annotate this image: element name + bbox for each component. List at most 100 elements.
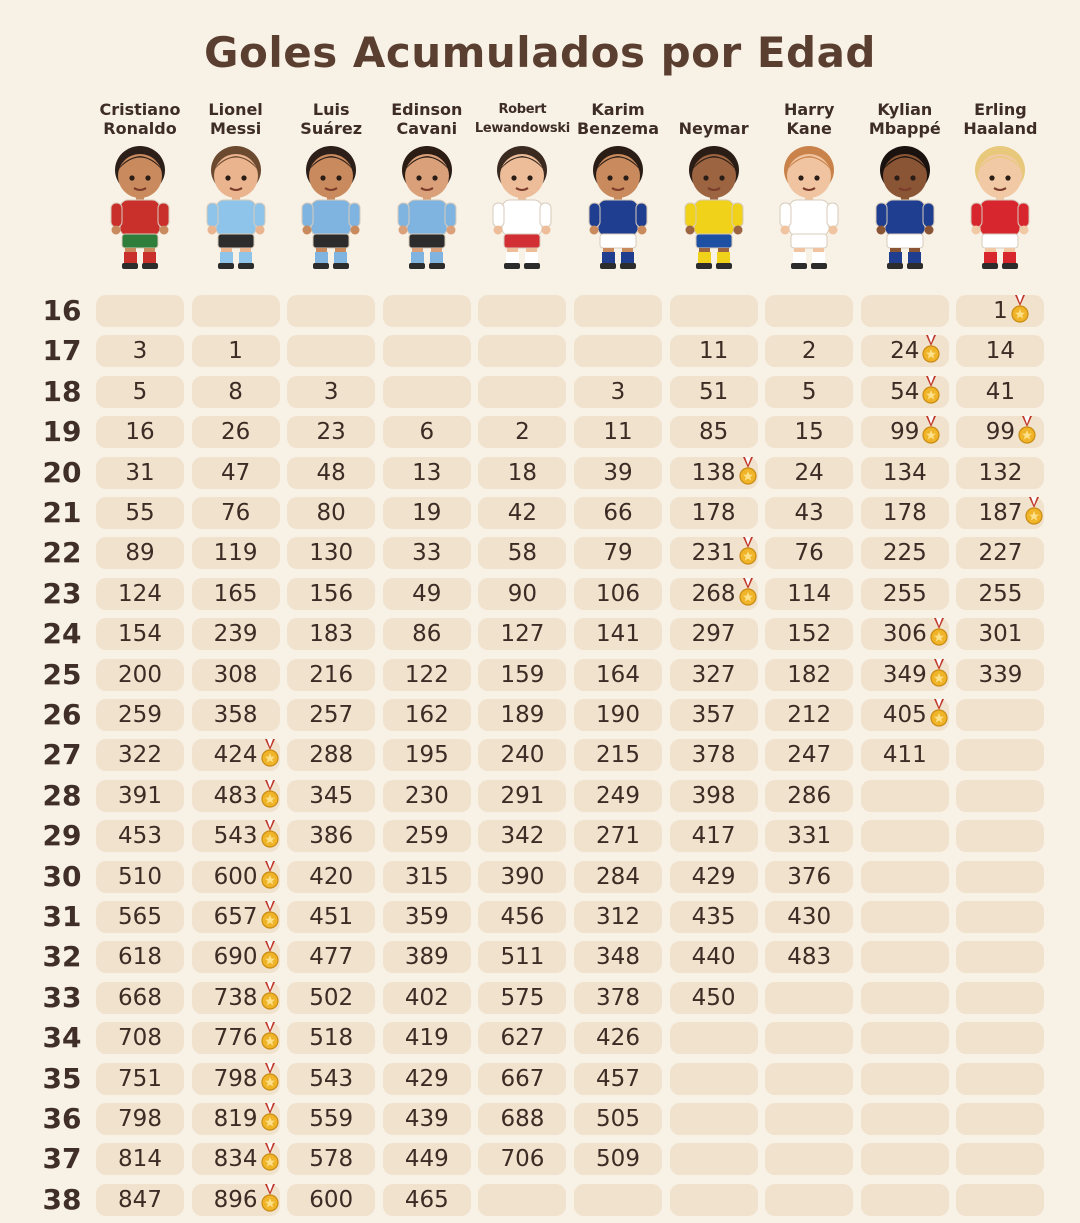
goal-value: 331	[787, 823, 832, 850]
goal-cell: 505	[574, 1103, 662, 1135]
goal-value: 450	[691, 984, 736, 1011]
goal-cell: 15	[765, 416, 854, 449]
goal-cell: 257	[287, 699, 376, 731]
goal-cell: 55	[96, 497, 184, 529]
goal-cell	[669, 1022, 758, 1055]
goal-cell: 502	[287, 981, 376, 1014]
goal-cell: 154	[96, 618, 184, 651]
player-name: Robert Lewandowski	[474, 102, 570, 136]
goal-cell: 575	[478, 981, 567, 1014]
goal-value: 391	[118, 782, 162, 809]
goal-cell	[191, 295, 280, 327]
goal-value: 99	[986, 416, 1036, 445]
goal-cell: 119	[191, 537, 280, 570]
goal-cell: 190	[574, 699, 662, 731]
goal-cell: 212	[765, 699, 854, 731]
goal-cell: 76	[765, 537, 854, 570]
goal-cell: 240	[478, 739, 567, 772]
goal-cell	[669, 295, 758, 327]
goal-cell: 288	[287, 739, 376, 772]
goal-value: 402	[404, 984, 449, 1011]
goal-value: 18	[507, 459, 538, 486]
goal-cell: 47	[191, 456, 280, 489]
goal-cell: 378	[574, 981, 662, 1014]
goal-value: 200	[118, 661, 162, 688]
goal-cell: 834	[191, 1143, 280, 1176]
goal-cell	[860, 1183, 949, 1216]
age-label: 24	[42, 617, 82, 651]
goal-cell	[860, 860, 949, 893]
goal-value: 440	[691, 944, 736, 971]
goal-cell	[765, 1062, 854, 1095]
player-avatar	[952, 140, 1048, 275]
goal-value: 688	[500, 1106, 545, 1132]
goal-value: 457	[596, 1065, 640, 1092]
goal-cell	[765, 1183, 854, 1216]
goal-cell: 435	[669, 901, 758, 933]
goal-value: 327	[691, 661, 736, 688]
goal-cell: 230	[382, 779, 471, 812]
age-label: 30	[42, 859, 82, 893]
goal-value: 751	[118, 1065, 162, 1092]
goal-cell: 430	[765, 901, 854, 933]
goal-cell: 291	[478, 779, 567, 812]
goal-cell: 390	[478, 860, 567, 893]
goal-cell: 511	[478, 941, 567, 974]
goal-value: 306	[883, 618, 948, 647]
goal-value: 66	[603, 500, 633, 526]
goal-cell: 255	[860, 577, 949, 610]
goal-cell: 33	[382, 537, 471, 570]
age-label: 28	[42, 778, 82, 812]
goal-cell: 216	[287, 658, 376, 691]
player-name: Kylian Mbappé	[868, 100, 941, 138]
player-avatar	[474, 140, 570, 275]
goal-cell	[574, 295, 662, 327]
goal-cell: 776	[191, 1022, 280, 1055]
goal-value: 738	[214, 981, 279, 1011]
goal-value: 627	[500, 1025, 545, 1052]
goal-cell: 132	[956, 456, 1045, 489]
goal-cell: 124	[96, 577, 184, 610]
goal-cell: 43	[765, 497, 854, 529]
goal-cell: 11	[574, 416, 662, 449]
age-label: 38	[42, 1182, 82, 1216]
goal-cell: 578	[287, 1143, 376, 1176]
goal-cell: 449	[382, 1143, 471, 1176]
goal-cell: 376	[765, 860, 854, 893]
goal-value: 896	[214, 1183, 279, 1213]
goal-value: 424	[214, 739, 279, 768]
age-label: 26	[42, 698, 82, 731]
goal-value: 430	[787, 904, 832, 930]
goal-value: 449	[404, 1146, 449, 1173]
goal-cell: 798	[191, 1062, 280, 1095]
goal-cell: 451	[287, 901, 376, 933]
goal-value: 189	[500, 702, 545, 728]
goal-value: 141	[596, 621, 640, 648]
goal-value: 435	[691, 904, 736, 930]
goal-cell	[956, 699, 1045, 731]
goal-cell: 559	[287, 1103, 376, 1135]
player-name: Harry Kane	[783, 100, 835, 138]
goal-value: 49	[412, 580, 442, 607]
goal-cell: 358	[191, 699, 280, 731]
goal-cell: 76	[191, 497, 280, 529]
goal-cell: 122	[382, 658, 471, 691]
goal-cell	[574, 1183, 662, 1216]
goal-value: 13	[412, 459, 442, 486]
goal-cell	[860, 295, 949, 327]
goal-cell: 79	[574, 537, 662, 570]
goal-cell: 1	[956, 295, 1045, 327]
goal-value: 511	[500, 944, 545, 971]
goal-value: 76	[220, 500, 251, 526]
goal-cell: 668	[96, 981, 184, 1014]
goal-cell	[860, 941, 949, 974]
goal-cell	[765, 1103, 854, 1135]
goal-value: 465	[404, 1186, 449, 1213]
goal-cell: 688	[478, 1103, 567, 1135]
goal-cell	[956, 820, 1045, 853]
goal-cell	[956, 1183, 1045, 1216]
goal-value: 239	[213, 621, 258, 648]
player-name: Erling Haaland	[963, 100, 1038, 138]
goal-cell: 239	[191, 618, 280, 651]
medal-icon	[1011, 295, 1029, 325]
